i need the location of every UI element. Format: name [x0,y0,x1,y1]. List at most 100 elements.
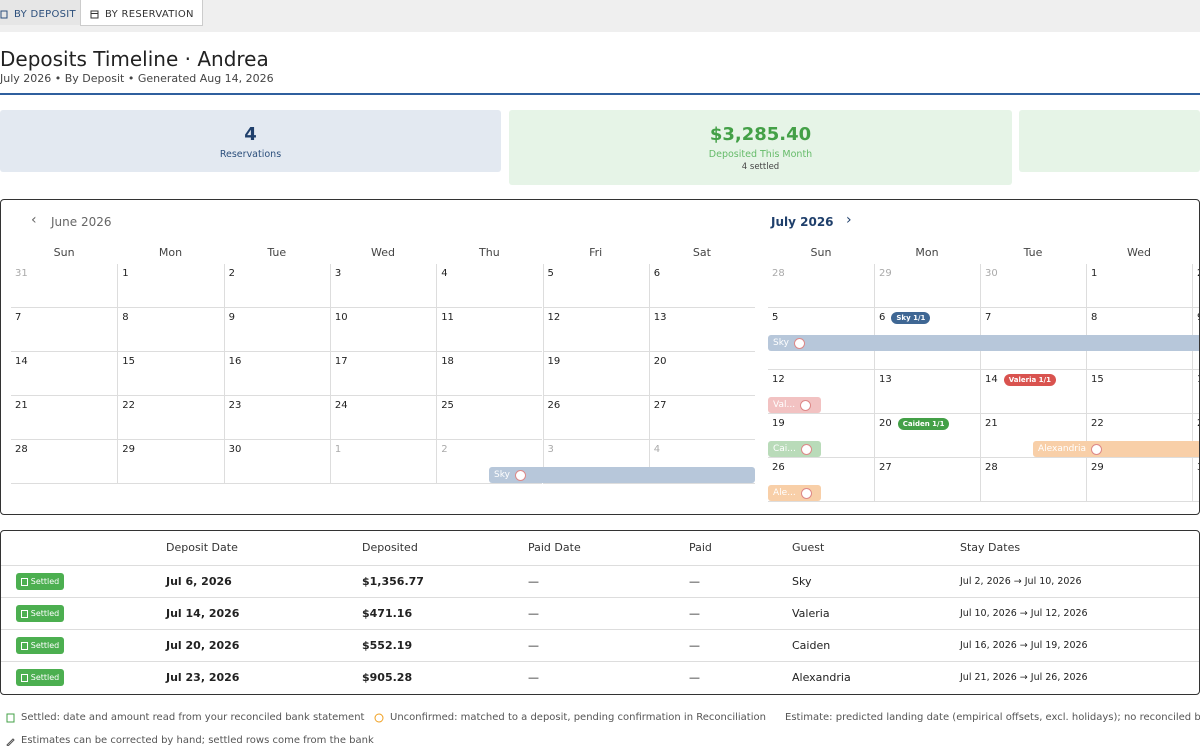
day-cell: 15 [117,352,224,396]
day-cell: 28 [11,440,118,484]
reservation-bar[interactable]: Sky [768,335,1199,351]
month-title: June 2026 [51,215,112,229]
day-number: 13 [879,374,892,385]
legend-text: Estimates can be corrected by hand; sett… [21,735,374,746]
day-number: 13 [653,312,667,323]
cell-stay: Jul 10, 2026 → Jul 12, 2026 [960,608,1088,619]
weekday-header: Sun [810,246,832,259]
guest-icon [514,469,526,481]
tab-bar: BY DEPOSIT BY RESERVATION [0,0,1200,32]
month-nav[interactable]: › [846,212,852,228]
deposit-badge[interactable]: Valeria 1/1 [1003,374,1056,386]
day-cell: 10 [329,308,437,352]
day-cell: 29 [874,264,980,308]
day-number: 19 [772,418,785,429]
reservation-bar[interactable]: Cai... [768,441,821,457]
cell-paid: — [689,671,700,684]
day-cell: 29 [117,440,224,484]
status-badge: Settled [16,669,64,686]
day-number: 29 [122,444,136,455]
legend-icon [374,713,384,722]
day-number: 1 [1091,268,1098,279]
day-cell: 2 [223,264,330,308]
tab[interactable]: BY DEPOSIT [0,0,86,25]
card-label: Reservations [219,149,282,160]
legend-text: Settled: date and amount read from your … [21,712,365,723]
day-cell: 11 [436,308,543,352]
day-cell: 28 [768,264,874,308]
status-icon [20,577,28,586]
day-number: 22 [122,400,136,411]
tab-label: BY DEPOSIT [14,8,76,20]
tab[interactable]: BY RESERVATION [80,0,203,26]
day-number: 8 [1091,312,1098,323]
day-number: 21 [15,400,28,411]
day-number: 2 [228,268,235,279]
day-cell: 8 [117,308,224,352]
weekday-header: Tue [1023,246,1043,259]
bar-label: Ale... [773,488,796,498]
day-cell: 28 [980,458,1086,502]
day-cell: 5 [542,264,649,308]
day-number: 26 [547,400,561,411]
day-number: 6 [879,312,886,323]
day-number: 23 [228,400,242,411]
cell-deposited: $905.28 [362,671,413,684]
guest-icon [1091,443,1103,455]
weekday-header: Thu [479,246,500,259]
day-cell: 22 [1086,414,1192,458]
day-number: 7 [15,312,22,323]
reservation-bar[interactable]: Ale... [768,485,821,501]
day-number: 16 [228,356,242,367]
deposit-badge[interactable]: Sky 1/1 [891,312,931,324]
cell-stay: Jul 2, 2026 → Jul 10, 2026 [960,576,1082,587]
day-number: 3 [547,444,554,455]
day-cell: 25 [436,396,543,440]
day-cell: 17 [329,352,437,396]
day-cell: 2 [436,440,543,484]
cell-deposit-date: Jul 23, 2026 [166,671,240,684]
status-badge: Settled [16,637,64,654]
day-number: 26 [772,462,785,473]
day-cell: 13 [874,370,980,414]
day-number: 7 [985,312,992,323]
status-text: Settled [30,641,60,650]
reservation-bar[interactable]: Sky [489,467,755,483]
day-number: 30 [1197,462,1199,473]
day-cell: 12 [542,308,649,352]
bar-label: Sky [494,470,510,480]
legend-text: Unconfirmed: matched to a deposit, pendi… [390,712,766,723]
status-icon [20,641,28,650]
day-cell: 3 [329,264,437,308]
day-number: 31 [15,268,28,279]
card-note: 4 settled [741,162,780,172]
reservation-bar[interactable]: Alexandria [1033,441,1199,457]
weekday-header: Wed [1127,246,1151,259]
legend-item: Estimate: predicted landing date (empiri… [779,712,1200,723]
day-number: 27 [653,400,667,411]
cell-guest: Sky [792,575,812,588]
weekday-header: Fri [589,246,603,259]
day-number: 25 [441,400,454,411]
tab-icon [90,10,99,18]
status-badge: Settled [16,605,64,622]
cell-deposited: $1,356.77 [362,575,424,588]
day-number: 19 [547,356,561,367]
cell-deposited: $552.19 [362,639,413,652]
day-number: 29 [1091,462,1104,473]
calendar: June 2026 ‹ Sun Mon Tue Wed Thu Fri Sat 31 1 2 3 4 5 6 7… [0,199,1200,515]
day-cell: 14 [11,352,118,396]
month-nav[interactable]: ‹ [31,212,37,228]
status-icon [20,673,28,682]
weekday-header: Sat [692,246,711,259]
day-cell: 12 [768,370,874,414]
deposit-badge[interactable]: Caiden 1/1 [897,418,950,430]
day-number: 29 [879,268,892,279]
column-header: Deposited [362,541,418,554]
table-row: Settled Jul 20, 2026 $552.19 — — Caiden Jul 16… [1,629,1199,662]
day-number: 4 [441,268,448,279]
divider [0,93,1200,95]
reservation-bar[interactable]: Val... [768,397,821,413]
bar-label: Cai... [773,444,796,454]
column-header: Deposit Date [166,541,238,554]
